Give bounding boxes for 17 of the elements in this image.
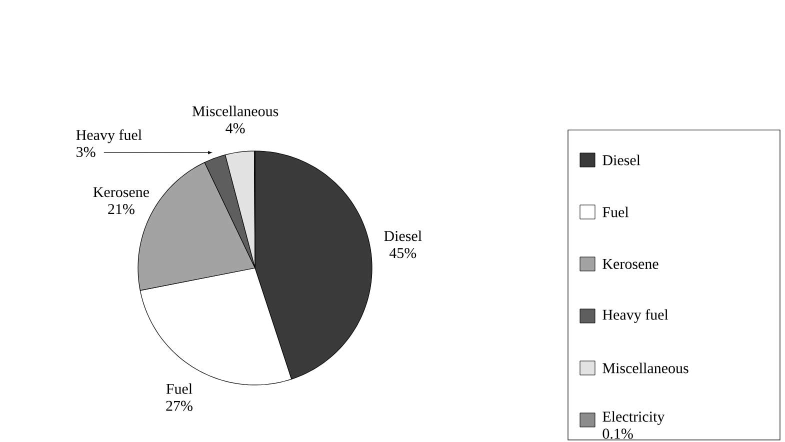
- legend-label: Kerosene: [602, 259, 658, 269]
- legend-label: Heavy fuel: [602, 309, 668, 323]
- data-label: 0.1%: [602, 428, 633, 439]
- slice-label: Heavy fuel: [76, 129, 142, 144]
- data-label: 27%: [166, 400, 192, 411]
- slice-label: Miscellaneous: [192, 106, 278, 116]
- data-label: 45%: [389, 248, 416, 258]
- data-label: 21%: [108, 204, 134, 214]
- legend-label: Miscellaneous: [602, 362, 688, 374]
- data-label: 3%: [76, 146, 96, 158]
- slice-label: Kerosene: [93, 187, 150, 198]
- legend-label: Diesel: [602, 154, 640, 166]
- slice-label: Diesel: [384, 230, 422, 242]
- legend-label: Fuel: [602, 206, 629, 218]
- legend-label: Electricity: [602, 411, 665, 425]
- data-label: 4%: [226, 123, 245, 134]
- slice-label: Fuel: [166, 383, 192, 394]
